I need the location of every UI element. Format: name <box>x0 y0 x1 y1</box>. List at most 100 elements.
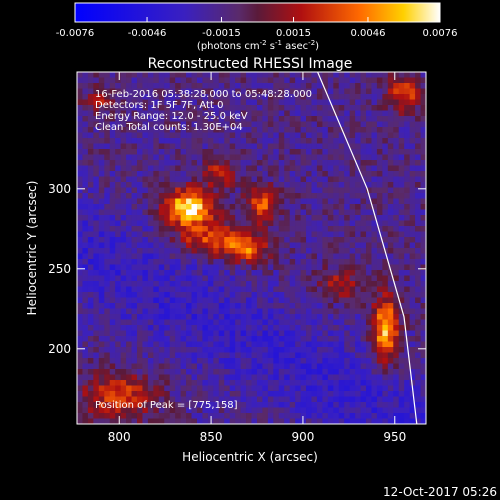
heatmap-cell <box>300 380 307 386</box>
heatmap-cell <box>376 215 383 221</box>
heatmap-cell <box>202 94 209 100</box>
heatmap-cell <box>126 231 132 238</box>
heatmap-cell <box>355 358 361 364</box>
heatmap-cell <box>256 275 263 282</box>
heatmap-cell <box>142 391 149 397</box>
heatmap-cell <box>115 385 122 392</box>
heatmap-cell <box>213 193 220 199</box>
heatmap-cell <box>344 176 351 183</box>
heatmap-cell <box>382 336 389 342</box>
heatmap-cell <box>409 242 416 249</box>
heatmap-cell <box>289 242 296 249</box>
heatmap-cell <box>77 380 83 386</box>
heatmap-cell <box>164 204 171 210</box>
heatmap-cell <box>289 154 296 161</box>
heatmap-cell <box>284 132 291 139</box>
heatmap-cell <box>251 308 258 315</box>
heatmap-cell <box>180 198 187 205</box>
heatmap-cell <box>387 396 394 403</box>
heatmap-cell <box>355 286 361 293</box>
heatmap-cell <box>262 171 269 177</box>
heatmap-cell <box>136 380 143 386</box>
heatmap-cell <box>376 347 383 353</box>
heatmap-cell <box>371 248 378 254</box>
heatmap-cell <box>104 154 111 161</box>
heatmap-cell <box>360 88 367 95</box>
heatmap-cell <box>306 259 312 265</box>
heatmap-cell <box>109 248 116 254</box>
heatmap-cell <box>366 154 372 161</box>
heatmap-cell <box>267 138 274 144</box>
heatmap-cell <box>316 352 323 359</box>
heatmap-cell <box>376 407 383 414</box>
heatmap-cell <box>224 253 231 260</box>
heatmap-cell <box>186 226 192 232</box>
heatmap-cell <box>371 385 378 392</box>
heatmap-cell <box>191 105 198 111</box>
heatmap-cell <box>77 325 83 331</box>
heatmap-cell <box>104 237 111 243</box>
heatmap-cell <box>278 149 285 155</box>
heatmap-cell <box>82 193 89 199</box>
heatmap-cell <box>311 297 318 304</box>
heatmap-cell <box>109 336 116 342</box>
heatmap-cell <box>115 88 122 95</box>
heatmap-cell <box>278 363 285 370</box>
heatmap-cell <box>180 94 187 100</box>
heatmap-cell <box>267 330 274 337</box>
heatmap-cell <box>218 110 225 117</box>
heatmap-cell <box>376 352 383 359</box>
heatmap-cell <box>207 198 214 205</box>
heatmap-cell <box>393 165 400 172</box>
heatmap-cell <box>376 121 383 128</box>
heatmap-cell <box>98 341 105 348</box>
heatmap-cell <box>251 270 258 276</box>
heatmap-cell <box>120 105 127 111</box>
heatmap-cell <box>251 242 258 249</box>
heatmap-cell <box>289 264 296 271</box>
heatmap-cell <box>115 187 122 194</box>
heatmap-cell <box>311 171 318 177</box>
heatmap-cell <box>267 297 274 304</box>
heatmap-cell <box>278 336 285 342</box>
heatmap-cell <box>338 176 345 183</box>
heatmap-cell <box>273 369 280 375</box>
heatmap-cell <box>371 176 378 183</box>
heatmap-cell <box>387 363 394 370</box>
heatmap-cell <box>147 336 154 342</box>
heatmap-cell <box>153 308 160 315</box>
heatmap-cell <box>218 99 225 106</box>
heatmap-cell <box>93 358 100 364</box>
heatmap-cell <box>311 380 318 386</box>
heatmap-cell <box>153 264 160 271</box>
heatmap-cell <box>327 396 334 403</box>
heatmap-cell <box>169 165 176 172</box>
heatmap-cell <box>262 138 269 144</box>
heatmap-cell <box>164 99 171 106</box>
heatmap-cell <box>415 88 421 95</box>
heatmap-cell <box>251 143 258 150</box>
heatmap-cell <box>147 138 154 144</box>
heatmap-cell <box>98 116 105 122</box>
heatmap-cell <box>87 215 94 221</box>
heatmap-cell <box>87 242 94 249</box>
heatmap-cell <box>316 138 323 144</box>
heatmap-cell <box>409 363 416 370</box>
heatmap-cell <box>93 105 100 111</box>
heatmap-cell <box>142 149 149 155</box>
heatmap-cell <box>311 341 318 348</box>
heatmap-cell <box>267 72 274 78</box>
heatmap-cell <box>180 226 187 232</box>
heatmap-cell <box>131 110 138 117</box>
heatmap-cell <box>278 215 285 221</box>
heatmap-cell <box>251 105 258 111</box>
heatmap-cell <box>322 374 329 381</box>
heatmap-cell <box>322 110 329 117</box>
heatmap-cell <box>98 358 105 364</box>
heatmap-cell <box>115 83 122 89</box>
heatmap-cell <box>235 314 241 320</box>
heatmap-cell <box>186 407 192 414</box>
heatmap-cell <box>284 154 291 161</box>
heatmap-cell <box>398 253 405 260</box>
heatmap-cell <box>147 347 154 353</box>
